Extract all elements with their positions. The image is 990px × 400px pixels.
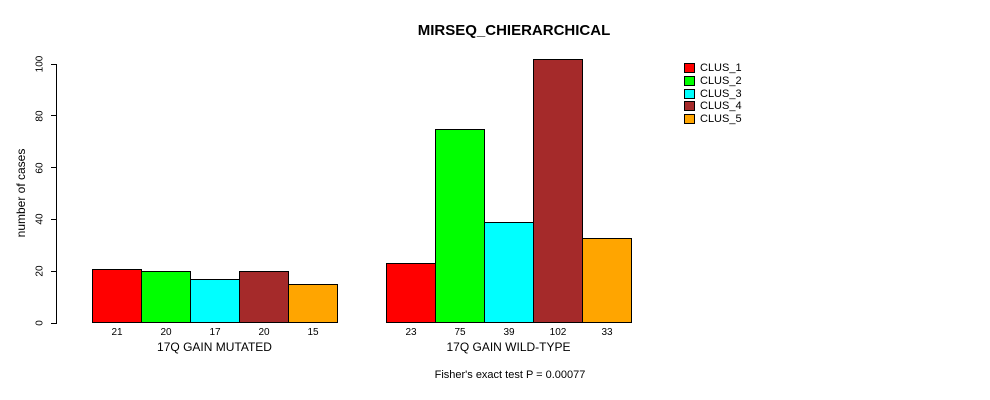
bar-value-label: 75 (454, 327, 466, 338)
legend-swatch-icon (684, 76, 695, 87)
group-label: 17Q GAIN MUTATED (157, 340, 272, 354)
y-tick (51, 63, 57, 65)
bar-value-label: 20 (160, 327, 172, 338)
y-axis-title: number of cases (14, 148, 28, 238)
bar-value-label: 21 (111, 327, 123, 338)
bar-value-label: 20 (258, 327, 270, 338)
legend-swatch-icon (684, 63, 695, 74)
bar-value-label: 23 (405, 327, 417, 338)
y-tick (51, 115, 57, 117)
legend-swatch-icon (684, 114, 695, 125)
bar-clus_4-group1 (239, 271, 289, 323)
bar-value-label: 15 (307, 327, 319, 338)
y-tick (51, 270, 57, 272)
legend-label: CLUS_3 (700, 87, 742, 100)
legend: CLUS_1 CLUS_2 CLUS_3 CLUS_4 CLUS_5 (684, 62, 742, 125)
y-tick (51, 218, 57, 220)
y-tick-label: 40 (34, 213, 46, 225)
y-tick (51, 322, 57, 324)
legend-item-clus_5: CLUS_5 (684, 113, 742, 126)
y-tick-label: 60 (34, 162, 46, 174)
chart-title: MIRSEQ_CHIERARCHICAL (417, 22, 611, 39)
bar-value-label: 102 (549, 327, 567, 338)
legend-swatch-icon (684, 101, 695, 112)
y-tick-label: 80 (34, 110, 46, 122)
legend-label: CLUS_1 (700, 62, 742, 75)
bar-clus_2-group1 (141, 271, 191, 323)
bar-clus_3-group1 (190, 279, 240, 323)
y-axis-line (56, 64, 57, 323)
legend-item-clus_3: CLUS_3 (684, 87, 742, 100)
legend-label: CLUS_2 (700, 75, 742, 88)
bar-clus_1-group1 (92, 269, 142, 323)
bar-clus_3-group2 (484, 222, 534, 323)
legend-item-clus_2: CLUS_2 (684, 75, 742, 88)
legend-item-clus_1: CLUS_1 (684, 62, 742, 75)
y-tick-label: 100 (34, 55, 46, 73)
fisher-test-annotation: Fisher's exact test P = 0.00077 (434, 369, 586, 381)
legend-label: CLUS_5 (700, 113, 742, 126)
bar-value-label: 33 (601, 327, 613, 338)
group-label: 17Q GAIN WILD-TYPE (446, 340, 571, 354)
y-tick-label: 20 (34, 265, 46, 277)
bar-clus_5-group1 (288, 284, 338, 323)
y-tick (51, 167, 57, 169)
bar-clus_5-group2 (582, 238, 632, 323)
legend-swatch-icon (684, 88, 695, 99)
y-tick-label: 0 (34, 320, 46, 326)
bar-clus_2-group2 (435, 129, 485, 323)
bar-value-label: 17 (209, 327, 221, 338)
legend-item-clus_4: CLUS_4 (684, 100, 742, 113)
bar-clus_1-group2 (386, 263, 436, 323)
bar-value-label: 39 (503, 327, 515, 338)
bar-clus_4-group2 (533, 59, 583, 323)
legend-label: CLUS_4 (700, 100, 742, 113)
